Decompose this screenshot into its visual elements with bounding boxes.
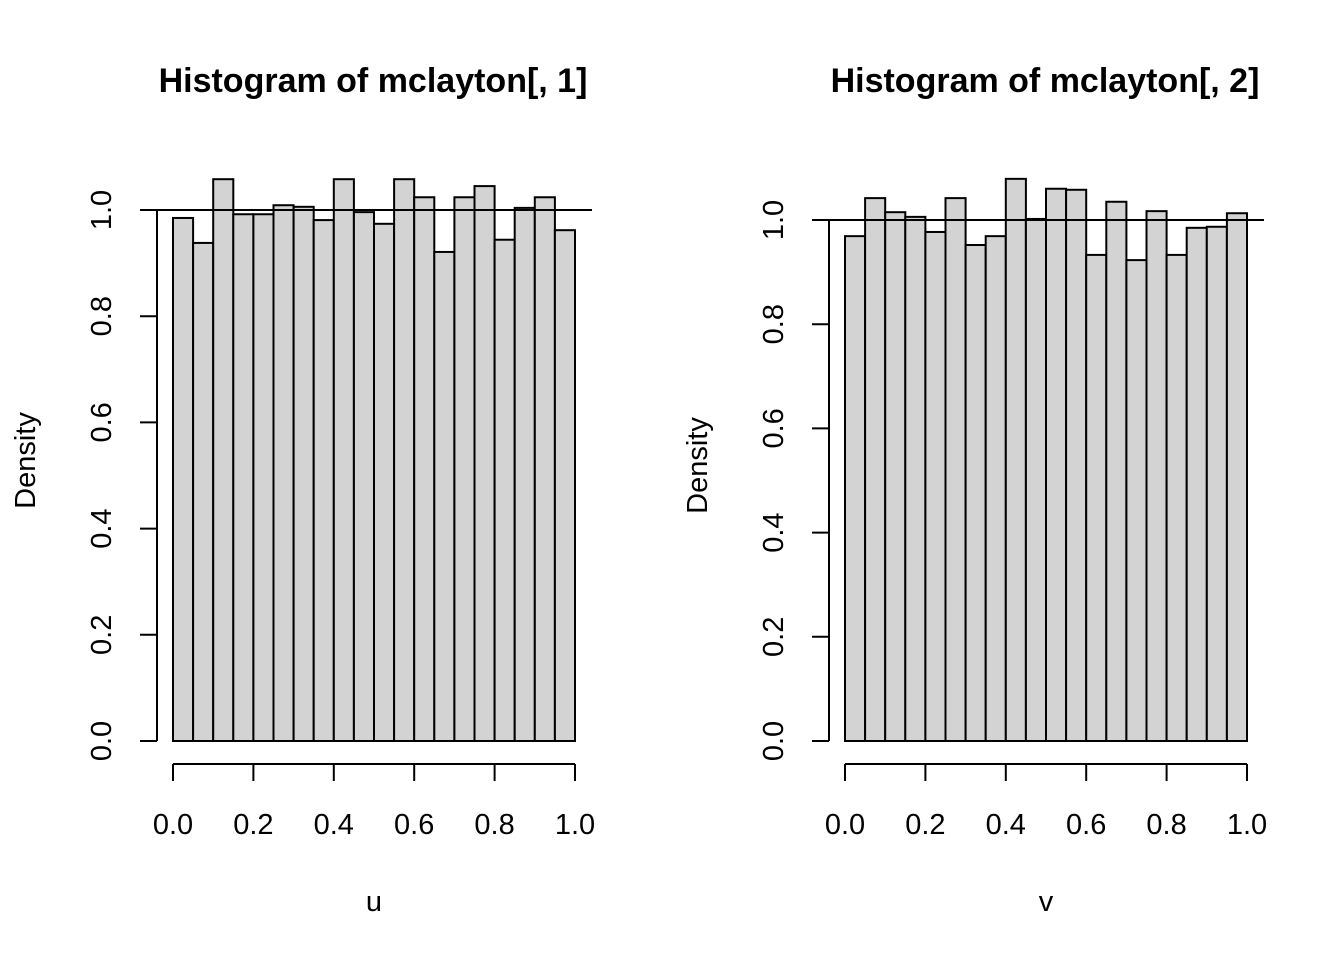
histogram-bar	[352, 211, 375, 742]
histogram-bar	[493, 238, 516, 742]
y-tick-label: 0.0	[758, 721, 790, 761]
histogram-bar	[1105, 200, 1128, 742]
x-axis-label: u	[366, 886, 382, 918]
x-tick-label: 1.0	[555, 809, 595, 841]
histogram-bar	[924, 230, 947, 742]
x-tick-label: 0.2	[233, 809, 273, 841]
chart-title: Histogram of mclayton[, 2]	[831, 62, 1260, 100]
histogram-bar	[944, 197, 967, 743]
histogram-bar	[513, 206, 536, 743]
histogram-panel-1: Histogram of mclayton[, 1] 0.0 0.2 0.4 0.6 0.…	[10, 62, 595, 918]
x-tick-label: 0.0	[153, 809, 193, 841]
histogram-bar	[453, 196, 476, 743]
histogram-bar	[433, 250, 456, 742]
histogram-bar	[533, 196, 556, 743]
x-tick-label: 0.8	[1146, 809, 1186, 841]
histogram-bar	[964, 244, 987, 742]
y-tick-label: 1.0	[86, 190, 118, 230]
y-tick-label: 0.2	[86, 615, 118, 655]
histogram-bar	[252, 213, 275, 743]
histogram-bar	[332, 178, 355, 742]
histogram-bar	[312, 219, 335, 743]
histogram-panel-2: Histogram of mclayton[, 2] 0.0 0.2 0.4 0.6 0.…	[682, 62, 1267, 918]
histogram-bar	[1225, 212, 1249, 743]
histogram-bar	[844, 235, 867, 742]
histogram-bar	[1045, 187, 1068, 743]
histogram-bar	[292, 205, 315, 742]
y-tick-label: 0.8	[758, 304, 790, 344]
y-axis-label: Density	[10, 412, 42, 509]
histogram-bar	[212, 178, 235, 742]
y-tick-label: 1.0	[758, 200, 790, 240]
histogram-bar	[1185, 226, 1208, 742]
histogram-bar	[393, 178, 416, 742]
histogram-bar	[984, 235, 1007, 742]
y-axis-label: Density	[682, 417, 714, 514]
x-tick-label: 0.0	[825, 809, 865, 841]
y-tick-label: 0.4	[86, 508, 118, 548]
histogram-bar	[232, 213, 255, 743]
histogram-bar	[553, 229, 577, 742]
histogram-bar	[473, 185, 496, 743]
x-tick-label: 0.8	[474, 809, 514, 841]
x-tick-label: 0.4	[986, 809, 1026, 841]
x-tick-label: 0.6	[1066, 809, 1106, 841]
y-tick-label: 0.6	[758, 408, 790, 448]
histogram-bar	[1145, 210, 1168, 742]
histogram-bar	[172, 216, 195, 742]
histogram-bar	[1024, 217, 1048, 742]
histogram-bar	[1165, 253, 1188, 742]
y-tick-label: 0.8	[86, 296, 118, 336]
x-tick-label: 1.0	[1227, 809, 1267, 841]
histogram-bar	[1125, 259, 1148, 742]
x-tick-label: 0.4	[314, 809, 354, 841]
histogram-bar	[1205, 225, 1228, 742]
x-axis-label: v	[1039, 886, 1054, 918]
x-tick-label: 0.6	[394, 809, 434, 841]
y-tick-label: 0.2	[758, 617, 790, 657]
histogram-bar	[884, 211, 907, 742]
histogram-bar	[1085, 253, 1108, 742]
histogram-bar	[192, 241, 215, 742]
y-tick-label: 0.4	[758, 512, 790, 552]
histogram-bar	[1065, 188, 1088, 743]
histogram-bar	[272, 204, 295, 742]
histogram-bar	[373, 222, 396, 742]
histogram-bar	[413, 196, 436, 743]
y-tick-label: 0.6	[86, 402, 118, 442]
chart-title: Histogram of mclayton[, 1]	[159, 62, 588, 100]
x-tick-label: 0.2	[905, 809, 945, 841]
histogram-bar	[864, 197, 887, 743]
y-tick-label: 0.0	[86, 721, 118, 761]
histogram-bar	[904, 215, 927, 742]
histogram-bar	[1004, 177, 1027, 742]
